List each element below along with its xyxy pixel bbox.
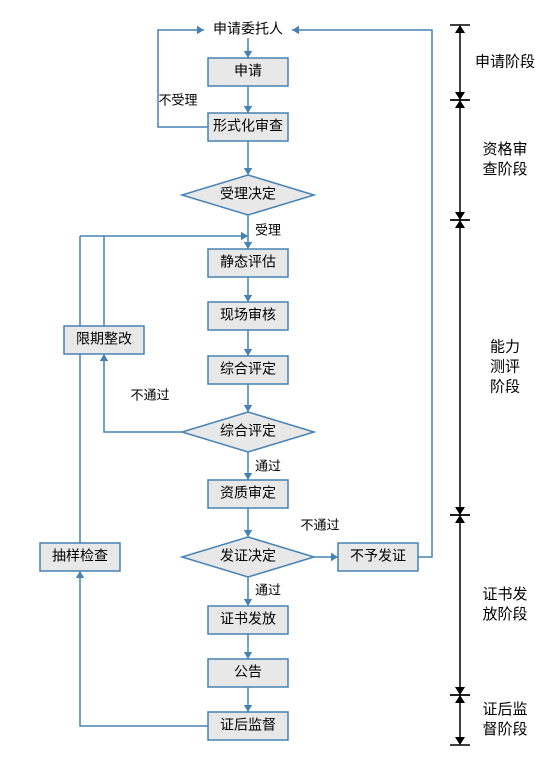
svg-text:能力: 能力: [490, 339, 520, 356]
cert_issue-label: 证书发放: [220, 612, 276, 628]
formal-label: 形式化审查: [213, 119, 283, 135]
phase-label: 证后监: [482, 701, 527, 718]
onsite-label: 现场审核: [220, 308, 276, 324]
static_eval-label: 静态评估: [220, 255, 276, 271]
comp_eval2-label: 综合评定: [220, 424, 276, 440]
edge-label: 受理: [255, 223, 281, 238]
sampling-label: 抽样检查: [52, 549, 108, 565]
announce-label: 公告: [234, 665, 262, 681]
edge-label: 不通过: [130, 388, 169, 403]
phase-label: 证书发: [482, 586, 527, 603]
phase-label: 放阶段: [482, 606, 527, 623]
svg-text:阶段: 阶段: [490, 379, 520, 396]
apply-label: 申请: [234, 64, 262, 80]
edge-label: 不受理: [158, 93, 197, 108]
applicant-label: 申请委托人: [213, 22, 283, 38]
post_super-label: 证后监督: [220, 718, 276, 734]
cert_dec-label: 发证决定: [220, 549, 276, 565]
phase-label: 督阶段: [482, 721, 527, 738]
phase-label: 资格审: [482, 141, 527, 158]
edge-label: 通过: [255, 583, 281, 598]
accept_dec-label: 受理决定: [220, 187, 276, 203]
comp_eval1-label: 综合评定: [220, 362, 276, 378]
no_cert-label: 不予发证: [350, 549, 406, 565]
edge-label: 通过: [255, 459, 281, 474]
svg-text:测评: 测评: [490, 359, 520, 376]
rectify-label: 限期整改: [76, 332, 132, 348]
edge-label: 不通过: [300, 518, 339, 533]
qual_review-label: 资质审定: [220, 486, 276, 502]
phase-label: 查阶段: [482, 161, 527, 178]
phase-label: 申请阶段: [475, 54, 535, 71]
